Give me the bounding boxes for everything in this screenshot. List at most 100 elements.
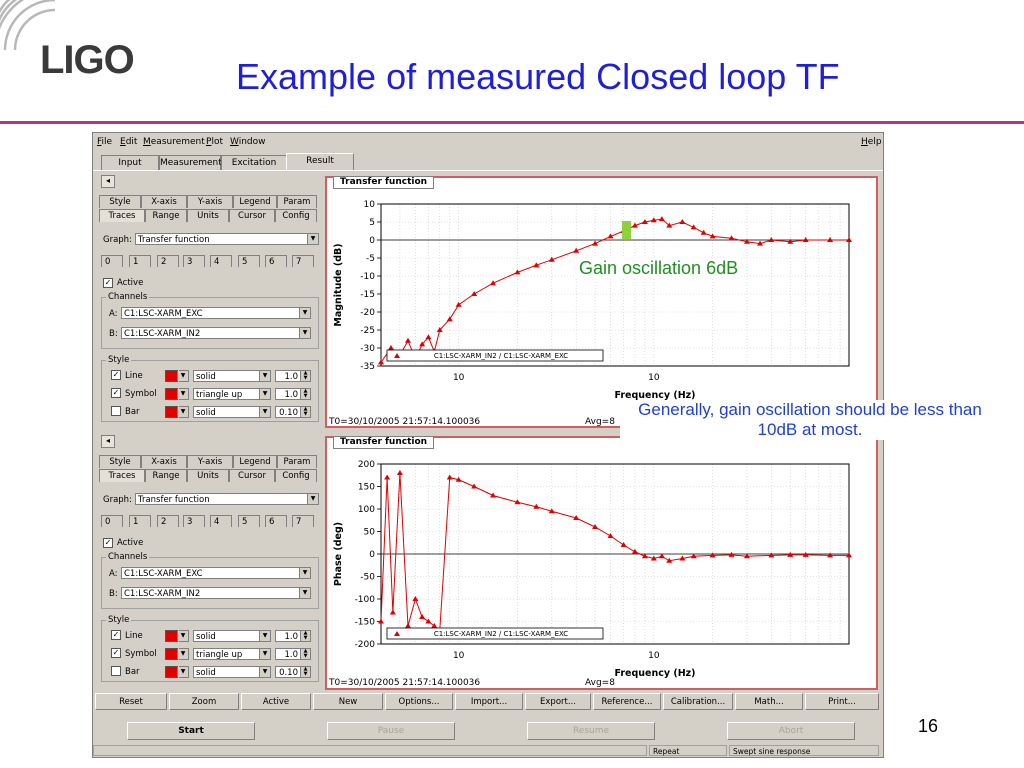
trace-tab-2[interactable]: 2 xyxy=(157,515,179,527)
dropdown-arrow-icon[interactable]: ▼ xyxy=(259,389,270,399)
subtab-range[interactable]: Range xyxy=(145,209,187,222)
trace-tab-7[interactable]: 7 xyxy=(292,255,314,267)
tab-measurement[interactable]: Measurement xyxy=(159,155,222,170)
dropdown-arrow-icon[interactable]: ▼ xyxy=(177,371,188,381)
dropdown-arrow-icon[interactable]: ▼ xyxy=(177,667,188,677)
subtab-units[interactable]: Units xyxy=(187,209,229,222)
subtab-range[interactable]: Range xyxy=(145,469,187,482)
bar-checkbox[interactable] xyxy=(111,406,121,416)
trace-tab-2[interactable]: 2 xyxy=(157,255,179,267)
graph-select[interactable]: Transfer function ▼ xyxy=(135,493,319,505)
magnitude-plot[interactable]: 10 5 0 -5 -10 -15 -20 -25 -30 -35 Magnitude (dB) 10… xyxy=(327,178,876,426)
menu-window[interactable]: Window xyxy=(230,137,266,147)
line-checkbox[interactable]: ✓ xyxy=(111,370,121,380)
subtab-y-axis[interactable]: Y-axis xyxy=(187,455,233,468)
spinner-arrows-icon[interactable]: ▲ ▼ xyxy=(300,631,310,641)
symbol-color-dropdown[interactable]: ▼ xyxy=(177,388,189,400)
active-checkbox[interactable]: ✓ xyxy=(103,538,113,548)
dropdown-arrow-icon[interactable]: ▼ xyxy=(177,389,188,399)
subtab-param[interactable]: Param xyxy=(277,455,317,468)
line-style-select[interactable]: solid ▼ xyxy=(193,370,271,382)
line-color-dropdown[interactable]: ▼ xyxy=(177,630,189,642)
dropdown-arrow-icon[interactable]: ▼ xyxy=(177,407,188,417)
bar-style-select[interactable]: solid ▼ xyxy=(193,666,271,678)
dropdown-arrow-icon[interactable]: ▼ xyxy=(259,631,270,641)
math-button[interactable]: Math... xyxy=(735,693,803,710)
subtab-cursor[interactable]: Cursor xyxy=(229,469,275,482)
active-button[interactable]: Active xyxy=(241,693,311,710)
dropdown-arrow-icon[interactable]: ▼ xyxy=(177,649,188,659)
abort-button[interactable]: Abort xyxy=(727,722,855,740)
bar-checkbox[interactable] xyxy=(111,666,121,676)
subtab-style[interactable]: Style xyxy=(99,455,141,468)
trace-tab-4[interactable]: 4 xyxy=(210,255,232,267)
channel-a-select[interactable]: C1:LSC-XARM_EXC ▼ xyxy=(121,567,311,579)
dropdown-arrow-icon[interactable]: ▼ xyxy=(177,631,188,641)
menu-help[interactable]: Help xyxy=(861,137,882,147)
subtab-traces[interactable]: Traces xyxy=(99,209,145,222)
reset-button[interactable]: Reset xyxy=(95,693,167,710)
subtab-legend[interactable]: Legend xyxy=(233,455,277,468)
subtab-y-axis[interactable]: Y-axis xyxy=(187,195,233,208)
options-button[interactable]: Options... xyxy=(385,693,453,710)
trace-tab-5[interactable]: 5 xyxy=(238,515,260,527)
subtab-config[interactable]: Config xyxy=(275,209,317,222)
bar-color-dropdown[interactable]: ▼ xyxy=(177,406,189,418)
channel-b-select[interactable]: C1:LSC-XARM_IN2 ▼ xyxy=(121,587,311,599)
tab-result[interactable]: Result xyxy=(286,153,354,171)
subtab-legend[interactable]: Legend xyxy=(233,195,277,208)
subtab-cursor[interactable]: Cursor xyxy=(229,209,275,222)
dropdown-arrow-icon[interactable]: ▼ xyxy=(299,328,310,338)
resume-button[interactable]: Resume xyxy=(527,722,655,740)
dropdown-arrow-icon[interactable]: ▼ xyxy=(307,494,318,504)
dropdown-arrow-icon[interactable]: ▼ xyxy=(259,649,270,659)
dropdown-arrow-icon[interactable]: ▼ xyxy=(259,371,270,381)
import-button[interactable]: Import... xyxy=(455,693,523,710)
trace-tab-0[interactable]: 0 xyxy=(101,255,123,267)
reference-button[interactable]: Reference... xyxy=(593,693,661,710)
menu-edit[interactable]: Edit xyxy=(120,137,138,147)
dropdown-arrow-icon[interactable]: ▼ xyxy=(307,234,318,244)
trace-tab-1[interactable]: 1 xyxy=(129,515,151,527)
trace-tab-6[interactable]: 6 xyxy=(265,255,287,267)
bar-color-dropdown[interactable]: ▼ xyxy=(177,666,189,678)
tab-input[interactable]: Input xyxy=(101,155,159,170)
spinner-arrows-icon[interactable]: ▲ ▼ xyxy=(300,389,310,399)
subtab-param[interactable]: Param xyxy=(277,195,317,208)
trace-tab-6[interactable]: 6 xyxy=(265,515,287,527)
symbol-style-select[interactable]: triangle up ▼ xyxy=(193,648,271,660)
dropdown-arrow-icon[interactable]: ▼ xyxy=(299,588,310,598)
line-width-spinner[interactable]: 1.0 ▲ ▼ xyxy=(275,370,311,382)
zoom-button[interactable]: Zoom xyxy=(169,693,239,710)
start-button[interactable]: Start xyxy=(127,722,255,740)
pause-button[interactable]: Pause xyxy=(327,722,455,740)
subtab-units[interactable]: Units xyxy=(187,469,229,482)
active-checkbox[interactable]: ✓ xyxy=(103,278,113,288)
symbol-checkbox[interactable]: ✓ xyxy=(111,648,121,658)
subtab-x-axis[interactable]: X-axis xyxy=(141,455,187,468)
trace-tab-3[interactable]: 3 xyxy=(183,255,205,267)
new-button[interactable]: New xyxy=(313,693,383,710)
subtab-traces[interactable]: Traces xyxy=(99,469,145,482)
menu-file[interactable]: File xyxy=(97,137,113,147)
symbol-size-spinner[interactable]: 1.0 ▲ ▼ xyxy=(275,648,311,660)
symbol-checkbox[interactable]: ✓ xyxy=(111,388,121,398)
dropdown-arrow-icon[interactable]: ▼ xyxy=(299,308,310,318)
trace-tab-5[interactable]: 5 xyxy=(238,255,260,267)
bar-width-spinner[interactable]: 0.10 ▲ ▼ xyxy=(275,666,311,678)
trace-tab-1[interactable]: 1 xyxy=(129,255,151,267)
tab-excitation[interactable]: Excitation xyxy=(221,155,287,170)
line-checkbox[interactable]: ✓ xyxy=(111,630,121,640)
subtab-x-axis[interactable]: X-axis xyxy=(141,195,187,208)
line-width-spinner[interactable]: 1.0 ▲ ▼ xyxy=(275,630,311,642)
spinner-arrows-icon[interactable]: ▲ ▼ xyxy=(300,649,310,659)
phase-plot[interactable]: 200 150 100 50 0 -50 -100 -150 -200 Phase (deg) 10… xyxy=(327,438,876,688)
bar-width-spinner[interactable]: 0.10 ▲ ▼ xyxy=(275,406,311,418)
spinner-arrows-icon[interactable]: ▲ ▼ xyxy=(300,407,310,417)
trace-tab-7[interactable]: 7 xyxy=(292,515,314,527)
dropdown-arrow-icon[interactable]: ▼ xyxy=(299,568,310,578)
spinner-arrows-icon[interactable]: ▲ ▼ xyxy=(300,667,310,677)
symbol-style-select[interactable]: triangle up ▼ xyxy=(193,388,271,400)
channel-a-select[interactable]: C1:LSC-XARM_EXC ▼ xyxy=(121,307,311,319)
subtab-style[interactable]: Style xyxy=(99,195,141,208)
